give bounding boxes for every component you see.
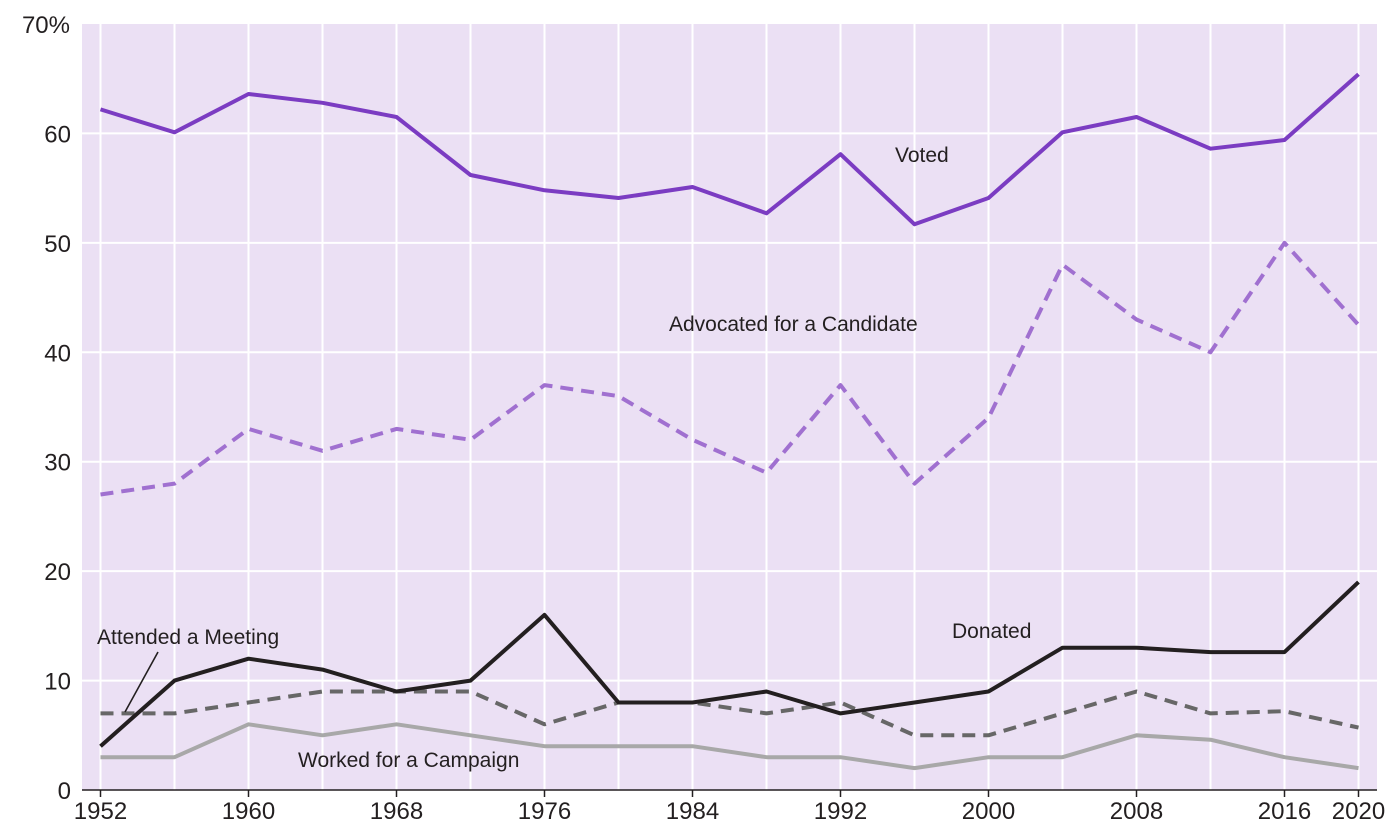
series-label-worked-campaign: Worked for a Campaign (298, 749, 519, 772)
y-tick-label-60: 60 (44, 121, 71, 148)
y-tick-label-20: 20 (44, 559, 71, 586)
series-label-attended-meeting: Attended a Meeting (97, 626, 279, 649)
x-tick-label-1968: 1968 (370, 798, 423, 825)
y-tick-label-70: 70% (22, 12, 70, 39)
y-tick-label-0: 0 (58, 778, 71, 805)
x-tick-label-2020: 2020 (1332, 798, 1385, 825)
series-line-worked-for-a-campaign (100, 722, 1359, 771)
series-label-donated: Donated (952, 620, 1031, 643)
x-tick-label-1960: 1960 (222, 798, 275, 825)
y-tick-label-30: 30 (44, 450, 71, 477)
x-tick-label-2000: 2000 (962, 798, 1015, 825)
series-labels: Voted Advocated for a Candidate Donated … (97, 144, 1031, 772)
x-tick-label-1952: 1952 (74, 798, 127, 825)
series-line-voted (99, 72, 1360, 227)
series-line-attended-a-meeting (100, 689, 1359, 738)
x-tick-label-2008: 2008 (1110, 798, 1163, 825)
x-tick-label-1976: 1976 (518, 798, 571, 825)
series-line-advocated-for-a-candidate (100, 240, 1360, 497)
attended-meeting-leader-line (124, 651, 159, 713)
y-tick-label-40: 40 (44, 340, 71, 367)
grid (82, 24, 1377, 790)
y-tick-label-50: 50 (44, 231, 71, 258)
series-label-voted: Voted (895, 144, 949, 167)
series-line-donated (99, 580, 1360, 748)
series-lines (99, 72, 1360, 771)
x-tick-label-2016: 2016 (1258, 798, 1311, 825)
y-tick-label-10: 10 (44, 669, 71, 696)
x-tick-label-1984: 1984 (666, 798, 719, 825)
plot-background (82, 24, 1377, 790)
axes: 1952 1960 1968 1976 1984 1992 2000 2008 2016 2020… (22, 12, 1385, 825)
x-tick-label-1992: 1992 (814, 798, 867, 825)
series-label-advocated: Advocated for a Candidate (669, 313, 918, 336)
